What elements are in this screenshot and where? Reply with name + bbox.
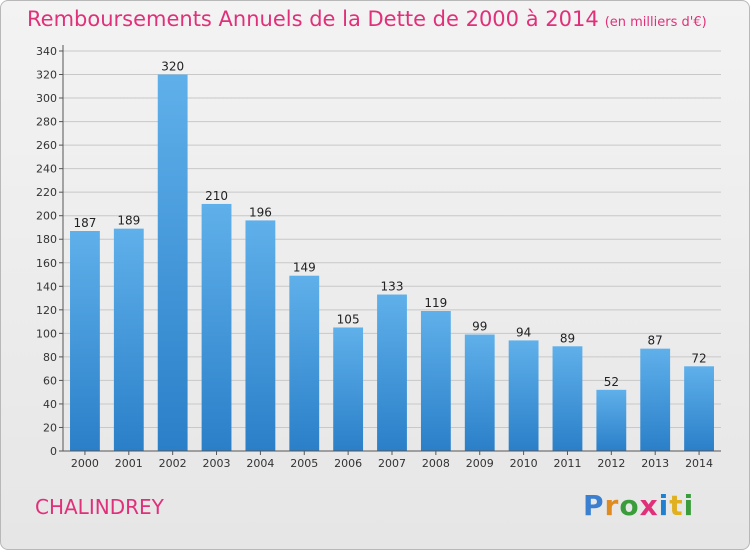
x-tick-label: 2014	[685, 457, 713, 470]
bar	[596, 389, 627, 451]
y-tick-label: 40	[43, 398, 57, 411]
data-label: 87	[648, 334, 663, 348]
bar	[420, 311, 451, 451]
x-tick-label: 2005	[290, 457, 318, 470]
y-tick-label: 300	[36, 92, 57, 105]
x-tick-label: 2012	[597, 457, 625, 470]
y-tick-label: 60	[43, 374, 57, 387]
bar	[552, 346, 583, 451]
x-tick-label: 2008	[422, 457, 450, 470]
y-tick-label: 20	[43, 421, 57, 434]
y-tick-label: 180	[36, 233, 57, 246]
x-tick-label: 2011	[553, 457, 581, 470]
x-tick-label: 2001	[115, 457, 143, 470]
data-label: 133	[381, 280, 404, 294]
data-label: 187	[73, 216, 96, 230]
data-label: 89	[560, 331, 575, 345]
data-label: 52	[604, 375, 619, 389]
x-tick-label: 2007	[378, 457, 406, 470]
logo-letter: i	[658, 489, 670, 522]
bar	[684, 366, 714, 451]
logo-letter: o	[619, 489, 640, 522]
unit-label: (en milliers d'€)	[604, 15, 707, 30]
y-tick-label: 340	[36, 45, 57, 58]
bar	[113, 228, 144, 451]
y-tick-label: 200	[36, 210, 57, 223]
x-tick-label: 2010	[510, 457, 538, 470]
data-label: 210	[205, 189, 228, 203]
bar	[289, 275, 320, 451]
x-tick-label: 2013	[641, 457, 669, 470]
y-tick-label: 160	[36, 257, 57, 270]
logo-letter: x	[639, 489, 659, 522]
x-tick-label: 2009	[466, 457, 494, 470]
bar	[201, 203, 232, 451]
data-label: 149	[293, 261, 316, 275]
chart-title: Remboursements Annuels de la Dette de 20…	[27, 7, 707, 31]
data-label: 196	[249, 205, 272, 219]
x-tick-label: 2004	[246, 457, 274, 470]
bar	[464, 334, 495, 451]
y-tick-label: 280	[36, 116, 57, 129]
y-tick-label: 140	[36, 280, 57, 293]
data-label: 94	[516, 325, 531, 339]
bar	[640, 348, 671, 451]
y-tick-label: 120	[36, 304, 57, 317]
data-label: 189	[117, 214, 140, 228]
x-tick-label: 2003	[203, 457, 231, 470]
y-tick-label: 100	[36, 327, 57, 340]
x-tick-label: 2006	[334, 457, 362, 470]
x-tick-label: 2000	[71, 457, 99, 470]
data-label: 119	[424, 296, 447, 310]
y-tick-label: 260	[36, 139, 57, 152]
bar	[245, 220, 276, 451]
y-tick-label: 320	[36, 69, 57, 82]
y-tick-label: 220	[36, 186, 57, 199]
bar	[70, 231, 100, 451]
proxiti-logo: Proxiti	[583, 489, 694, 522]
commune-name: CHALINDREY	[35, 495, 164, 519]
bar	[508, 340, 539, 451]
bar	[333, 327, 364, 451]
logo-letter: r	[604, 489, 620, 522]
y-tick-label: 240	[36, 163, 57, 176]
title-text: Remboursements Annuels de la Dette de 20…	[27, 7, 599, 31]
y-tick-label: 80	[43, 351, 57, 364]
logo-letter: t	[669, 489, 684, 522]
data-label: 105	[337, 312, 360, 326]
data-label: 99	[472, 320, 487, 334]
y-tick-label: 0	[50, 445, 57, 458]
logo-letter: P	[583, 489, 605, 522]
bar	[157, 74, 188, 451]
logo-letter: i	[683, 489, 695, 522]
data-label: 72	[691, 351, 706, 365]
data-label: 320	[161, 60, 184, 74]
x-tick-label: 2002	[159, 457, 187, 470]
bar	[377, 294, 407, 451]
